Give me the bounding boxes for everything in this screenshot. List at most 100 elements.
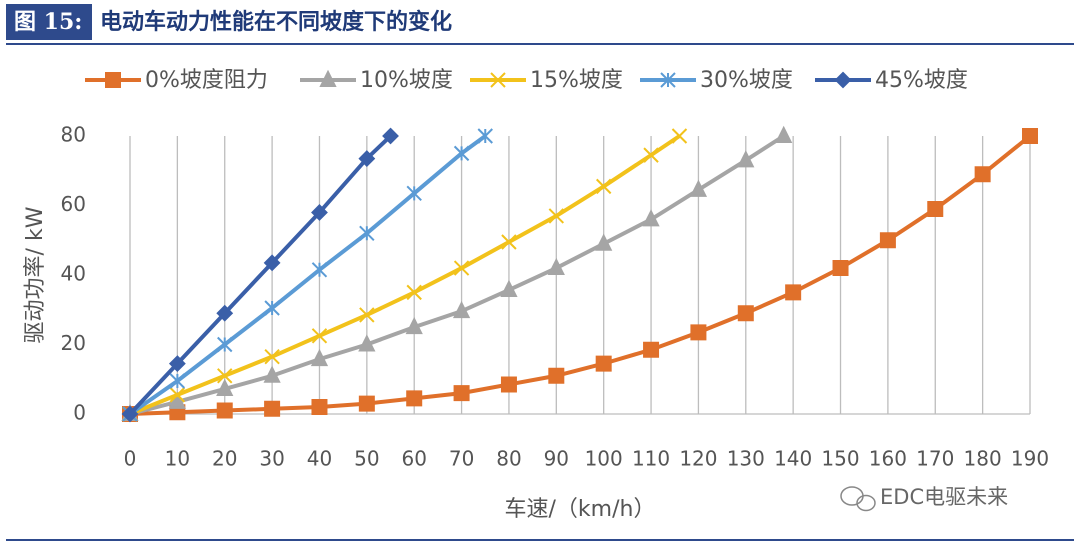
marker — [785, 284, 802, 301]
x-tick-label: 140 — [774, 447, 812, 471]
legend-label: 30%坡度 — [700, 68, 793, 93]
marker — [358, 395, 375, 412]
marker — [500, 279, 518, 297]
series-line — [129, 134, 681, 416]
x-tick-label: 130 — [727, 447, 765, 471]
marker — [1022, 128, 1038, 144]
marker — [547, 257, 565, 276]
marker — [121, 405, 139, 423]
series-line — [128, 134, 392, 416]
marker — [311, 204, 328, 221]
x-tick-label: 40 — [307, 447, 332, 471]
marker — [595, 233, 613, 251]
marker — [359, 225, 375, 242]
marker — [832, 260, 849, 277]
marker — [216, 304, 234, 322]
marker — [595, 355, 612, 372]
marker — [406, 390, 423, 407]
y-tick-label: 60 — [61, 192, 86, 216]
marker — [477, 128, 493, 144]
legend-label: 0%坡度阻力 — [145, 68, 268, 93]
watermark: EDC电驱未来 — [880, 485, 1008, 509]
marker — [548, 208, 565, 224]
series-line — [128, 134, 487, 416]
marker — [216, 402, 233, 419]
legend-label: 10%坡度 — [360, 68, 453, 93]
marker — [358, 150, 376, 168]
marker — [405, 316, 423, 335]
marker — [671, 128, 688, 144]
legend-marker — [490, 72, 506, 88]
legend-label: 15%坡度 — [530, 68, 623, 93]
x-tick-label: 100 — [585, 447, 623, 471]
x-tick-label: 180 — [964, 447, 1002, 471]
legend-marker — [319, 69, 337, 87]
x-tick-label: 150 — [821, 447, 859, 471]
marker — [500, 376, 517, 393]
label-box — [6, 4, 92, 40]
marker — [548, 367, 565, 384]
figure-label: 图 15: — [14, 9, 82, 35]
x-tick-label: 70 — [449, 447, 474, 471]
x-tick-label: 0 — [124, 447, 137, 471]
legend-label: 45%坡度 — [875, 68, 968, 93]
x-tick-label: 10 — [165, 447, 190, 471]
legend-marker — [660, 72, 676, 88]
marker — [168, 391, 186, 409]
x-tick-label: 30 — [259, 447, 284, 471]
marker — [382, 127, 399, 145]
x-tick-label: 110 — [632, 447, 670, 471]
marker — [453, 145, 470, 162]
marker — [311, 262, 328, 278]
marker — [643, 341, 660, 358]
marker — [879, 232, 896, 249]
marker — [737, 150, 755, 168]
marker — [168, 355, 186, 373]
x-tick-label: 170 — [916, 447, 954, 471]
x-axis-title: 车速/（km/h） — [505, 497, 656, 522]
marker — [775, 125, 793, 143]
marker — [217, 336, 233, 353]
marker — [264, 300, 280, 316]
chart-title: 电动车动力性能在不同坡度下的变化 — [100, 9, 452, 35]
marker — [264, 400, 281, 417]
marker — [406, 185, 422, 202]
marker — [263, 365, 281, 383]
marker — [310, 348, 329, 367]
marker — [690, 324, 707, 341]
marker — [927, 200, 944, 217]
x-tick-label: 120 — [679, 447, 717, 471]
marker — [974, 166, 991, 183]
marker — [642, 209, 660, 227]
marker — [169, 373, 186, 389]
marker — [689, 179, 708, 197]
marker — [264, 348, 280, 365]
y-tick-label: 0 — [73, 401, 86, 425]
marker — [216, 378, 234, 396]
marker — [359, 307, 375, 323]
x-tick-label: 160 — [869, 447, 907, 471]
legend-marker — [834, 71, 852, 89]
x-tick-label: 90 — [544, 447, 569, 471]
marker — [311, 328, 328, 344]
watermark-icon — [840, 486, 876, 512]
marker — [501, 234, 517, 250]
marker — [358, 334, 376, 352]
y-tick-label: 40 — [61, 262, 86, 286]
marker — [263, 254, 281, 272]
marker — [643, 147, 659, 163]
marker — [311, 399, 328, 416]
marker — [452, 300, 471, 319]
x-tick-label: 80 — [496, 447, 521, 471]
marker — [406, 284, 422, 301]
marker — [595, 178, 612, 195]
marker — [453, 260, 470, 276]
legend-marker — [105, 72, 121, 88]
series-line — [129, 134, 1032, 416]
marker — [217, 368, 233, 384]
y-tick-label: 80 — [61, 123, 86, 147]
x-tick-label: 20 — [212, 447, 237, 471]
x-tick-label: 190 — [1011, 447, 1049, 471]
